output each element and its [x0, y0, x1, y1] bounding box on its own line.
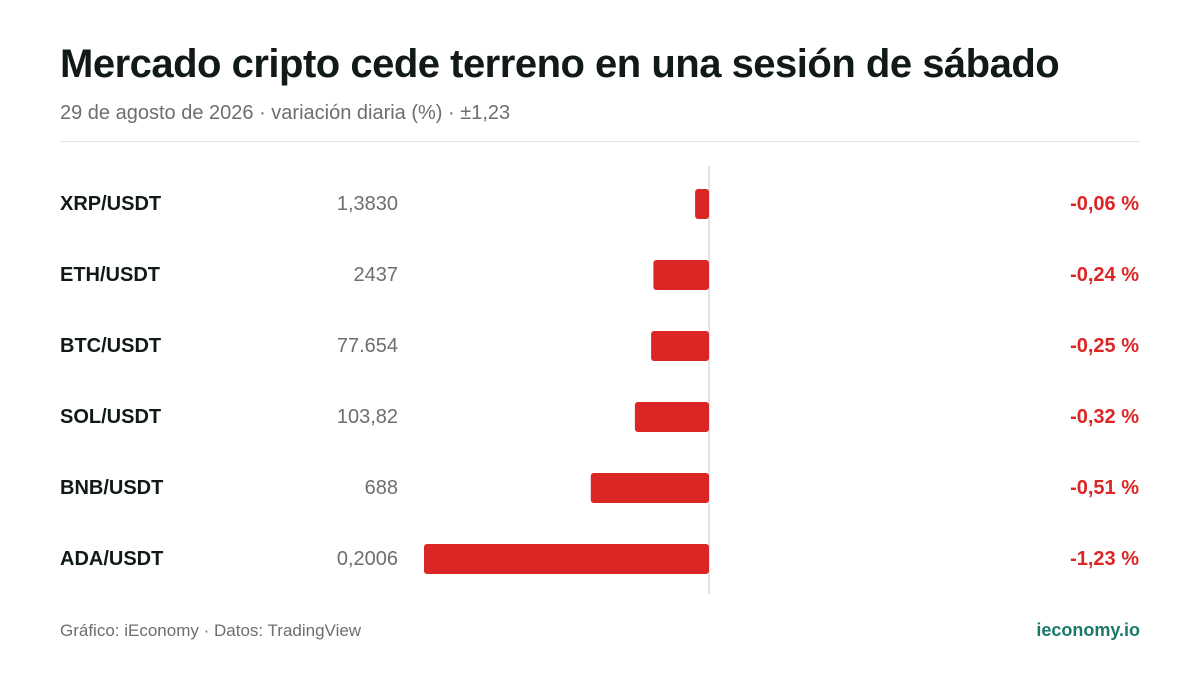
pair-label: SOL/USDT [60, 406, 161, 428]
bar [651, 331, 709, 361]
bar [634, 402, 709, 432]
pair-label: ETH/USDT [60, 264, 160, 286]
value-label: -0,25 % [1070, 335, 1139, 357]
value-label: -0,06 % [1070, 193, 1139, 215]
header-divider [60, 141, 1140, 142]
pair-label: BTC/USDT [60, 335, 161, 357]
pair-label: ADA/USDT [60, 548, 163, 570]
bar [590, 473, 709, 503]
source-credit: Gráfico: iEconomy · Datos: TradingView [60, 621, 362, 640]
price-label: 688 [365, 477, 398, 499]
value-label: -0,51 % [1070, 477, 1139, 499]
value-label: -0,24 % [1070, 264, 1139, 286]
value-label: -0,32 % [1070, 406, 1139, 428]
price-label: 1,3830 [337, 193, 398, 215]
chart-title: Mercado cripto cede terreno en una sesió… [60, 42, 1060, 86]
price-label: 2437 [354, 264, 399, 286]
chart-subtitle: 29 de agosto de 2026 · variación diaria … [60, 102, 511, 124]
bar [695, 189, 709, 219]
bar [653, 260, 709, 290]
price-label: 0,2006 [337, 548, 398, 570]
pair-label: XRP/USDT [60, 193, 161, 215]
price-label: 103,82 [337, 406, 398, 428]
brand-link[interactable]: ieconomy.io [1036, 620, 1140, 640]
price-label: 77.654 [337, 335, 398, 357]
bar [424, 544, 709, 574]
value-label: -1,23 % [1070, 548, 1139, 570]
pair-label: BNB/USDT [60, 477, 163, 499]
